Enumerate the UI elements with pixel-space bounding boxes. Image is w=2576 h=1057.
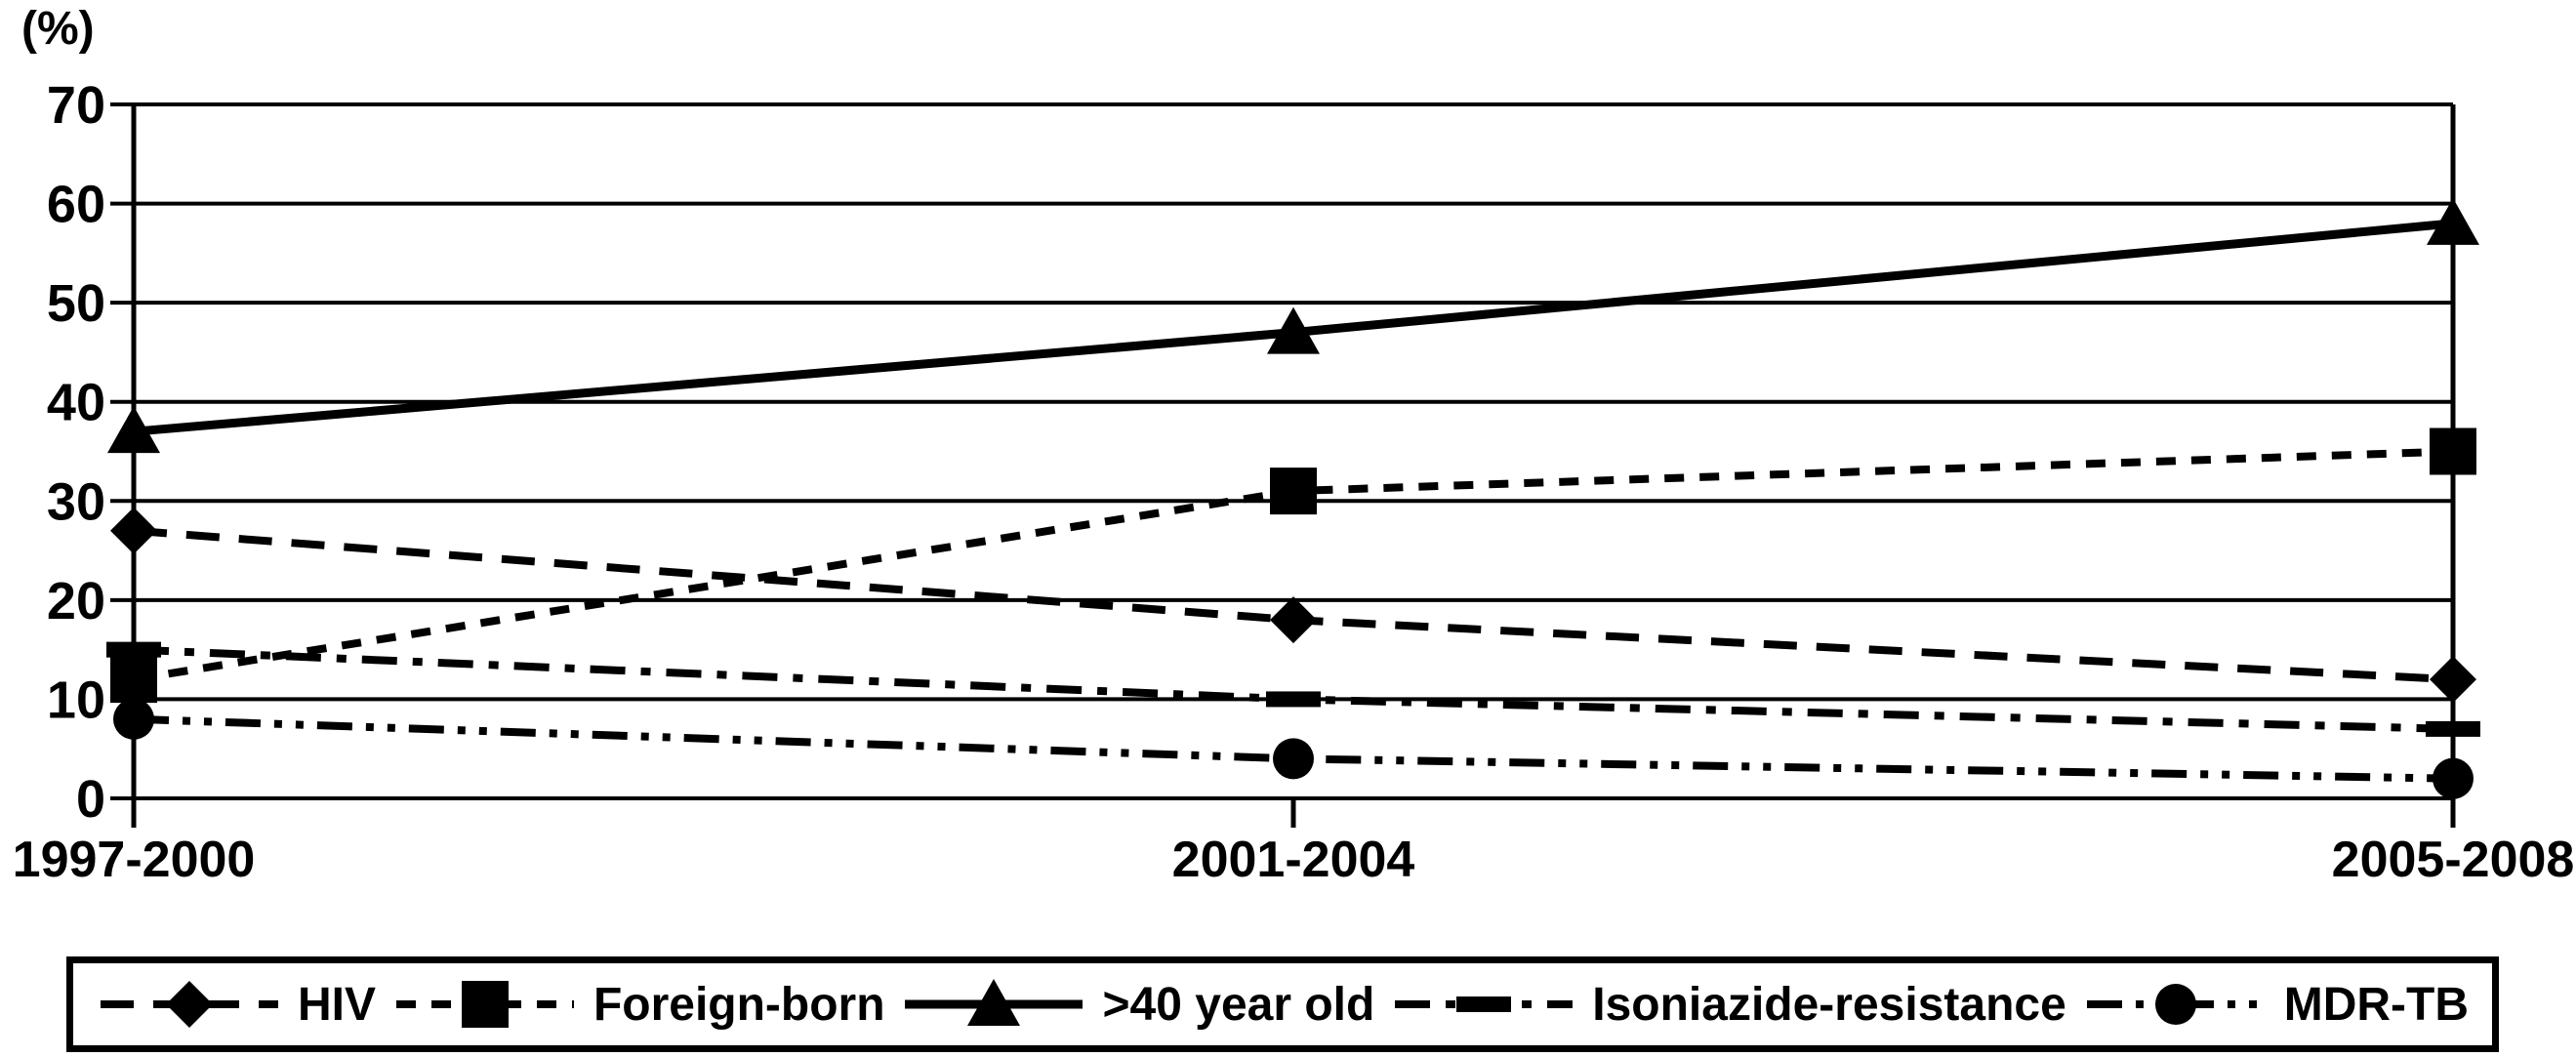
- marker-circle-mdr-tb-2: [2433, 757, 2474, 799]
- legend-swatch-marker-triangle: [967, 979, 1021, 1026]
- marker-circle-mdr-tb-1: [1273, 738, 1314, 780]
- legend: HIV Foreign-born >40 year old Isoniazide-re…: [66, 956, 2499, 1052]
- marker-hbar-isoniazide-resistance-1: [1266, 691, 1321, 708]
- legend-swatch-diamond-icon: [101, 981, 278, 1028]
- marker-diamond-hiv-0: [110, 507, 157, 554]
- legend-label: Isoniazide-resistance: [1592, 978, 2066, 1031]
- y-tick-label-10: 10: [47, 671, 105, 729]
- marker-triangle--40-year-old-1: [1267, 306, 1320, 354]
- legend-label: MDR-TB: [2283, 978, 2469, 1031]
- legend-item-isoniazide-resistance: Isoniazide-resistance: [1391, 977, 2066, 1032]
- legend-swatch-hbar-icon: [1395, 996, 1574, 1012]
- marker-square-foreign-born-2: [2430, 427, 2476, 475]
- marker-hbar-isoniazide-resistance-2: [2426, 720, 2480, 737]
- marker-diamond-hiv-1: [1270, 596, 1317, 644]
- legend-swatch-triangle-icon: [905, 979, 1084, 1026]
- marker-square-foreign-born-0: [110, 656, 157, 704]
- marker-square-foreign-born-1: [1270, 468, 1317, 515]
- y-tick-label-30: 30: [47, 472, 105, 531]
- legend-item-hiv: HIV: [97, 977, 376, 1032]
- x-tick-label-1: 2001-2004: [1172, 832, 1415, 888]
- marker-diamond-hiv-2: [2430, 656, 2476, 704]
- y-tick-label-20: 20: [47, 572, 105, 630]
- legend-swatch-marker-diamond: [166, 981, 213, 1028]
- series-line-mdr-tb: [133, 714, 2454, 783]
- y-tick-label-60: 60: [47, 176, 105, 234]
- y-axis-title: (%): [21, 3, 95, 55]
- y-tick-label-50: 50: [47, 274, 105, 333]
- legend-label: >40 year old: [1102, 978, 1375, 1031]
- y-tick-label-40: 40: [47, 374, 105, 432]
- marker-hbar-isoniazide-resistance-0: [106, 641, 161, 658]
- x-tick-label-2: 2005-2008: [2332, 832, 2575, 888]
- legend-label: Foreign-born: [593, 978, 885, 1031]
- legend-label: HIV: [298, 978, 377, 1031]
- y-tick-label-0: 0: [76, 770, 105, 829]
- marker-triangle--40-year-old-0: [107, 406, 160, 454]
- marker-circle-mdr-tb-0: [113, 698, 154, 740]
- legend-swatch-marker-hbar: [1456, 996, 1512, 1012]
- marker-triangle--40-year-old-2: [2427, 197, 2479, 245]
- legend-swatch-circle-icon: [2086, 984, 2265, 1025]
- legend-swatch-marker-square: [461, 981, 509, 1028]
- legend-item--40-year-old: >40 year old: [901, 977, 1374, 1032]
- y-tick-label-70: 70: [47, 76, 105, 135]
- legend-item-mdr-tb: MDR-TB: [2083, 977, 2469, 1032]
- legend-swatch-marker-circle: [2154, 984, 2196, 1025]
- legend-item-foreign-born: Foreign-born: [392, 977, 885, 1032]
- legend-swatch-square-icon: [395, 981, 574, 1028]
- x-tick-label-0: 1997-2000: [13, 832, 256, 888]
